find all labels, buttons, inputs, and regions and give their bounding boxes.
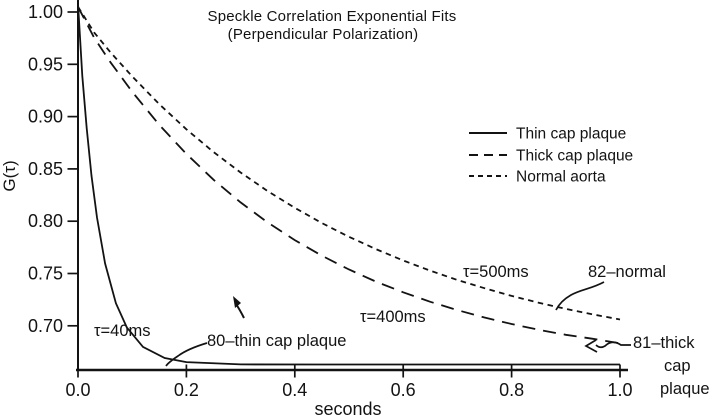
leader-80-thin-cap-plaque — [165, 342, 208, 367]
annotation-tau-500ms: τ=500ms — [463, 263, 529, 281]
y-tick-label: 0.70 — [28, 316, 63, 336]
x-tick-label: 0.6 — [391, 380, 416, 400]
chart-subtitle: (Perpendicular Polarization) — [228, 26, 419, 43]
annotation-81-thick-line1: 81–thick — [633, 334, 695, 352]
annotation-80-thin-cap-plaque: 80–thin cap plaque — [207, 332, 346, 350]
y-axis-label: G(τ) — [0, 160, 19, 191]
x-tick-label: 1.0 — [607, 380, 632, 400]
curve-normal-aorta — [77, 6, 621, 321]
x-tick-label: 0.0 — [65, 380, 90, 400]
annotations: τ=40ms 80–thin cap plaque τ=400ms τ=500m… — [94, 263, 710, 398]
annotation-81-thick-line2: cap — [664, 357, 691, 375]
x-axis-label: seconds — [314, 399, 381, 417]
curve-thick-cap-plaque — [77, 6, 621, 345]
leader-81-thick-arrowhead — [584, 339, 598, 353]
annotation-82-normal: 82–normal — [588, 263, 666, 281]
axes — [76, 0, 628, 372]
legend-label-normal-aorta: Normal aorta — [516, 169, 606, 186]
chart-title: Speckle Correlation Exponential Fits — [208, 8, 457, 25]
x-tick-label: 0.8 — [499, 380, 524, 400]
leader-82-normal — [555, 281, 605, 311]
data-curves — [77, 3, 621, 366]
annotation-tau-40ms: τ=40ms — [94, 322, 151, 340]
x-axis-ticks: 0.0 0.2 0.4 0.6 0.8 1.0 — [65, 364, 633, 400]
y-tick-label: 0.95 — [28, 54, 63, 74]
x-tick-label: 0.4 — [282, 380, 307, 400]
y-tick-label: 0.80 — [28, 211, 63, 231]
legend-label-thin-cap-plaque: Thin cap plaque — [516, 126, 626, 143]
legend-label-thick-cap-plaque: Thick cap plaque — [516, 148, 633, 165]
annotation-tau-400ms: τ=400ms — [360, 308, 426, 326]
leader-81-thick — [595, 341, 631, 349]
y-axis-ticks: 1.00 0.95 0.90 0.85 0.80 0.75 0.70 — [28, 2, 78, 336]
x-tick-label: 0.2 — [174, 380, 199, 400]
curve-thin-cap-plaque — [77, 3, 620, 366]
pointer-arrow-head — [233, 296, 241, 308]
y-tick-label: 0.90 — [28, 107, 63, 127]
y-tick-label: 1.00 — [28, 2, 63, 22]
y-tick-label: 0.75 — [28, 264, 63, 284]
legend: Thin cap plaque Thick cap plaque Normal … — [469, 126, 633, 186]
annotation-81-thick-line3: plaque — [660, 380, 710, 398]
y-tick-label: 0.85 — [28, 159, 63, 179]
